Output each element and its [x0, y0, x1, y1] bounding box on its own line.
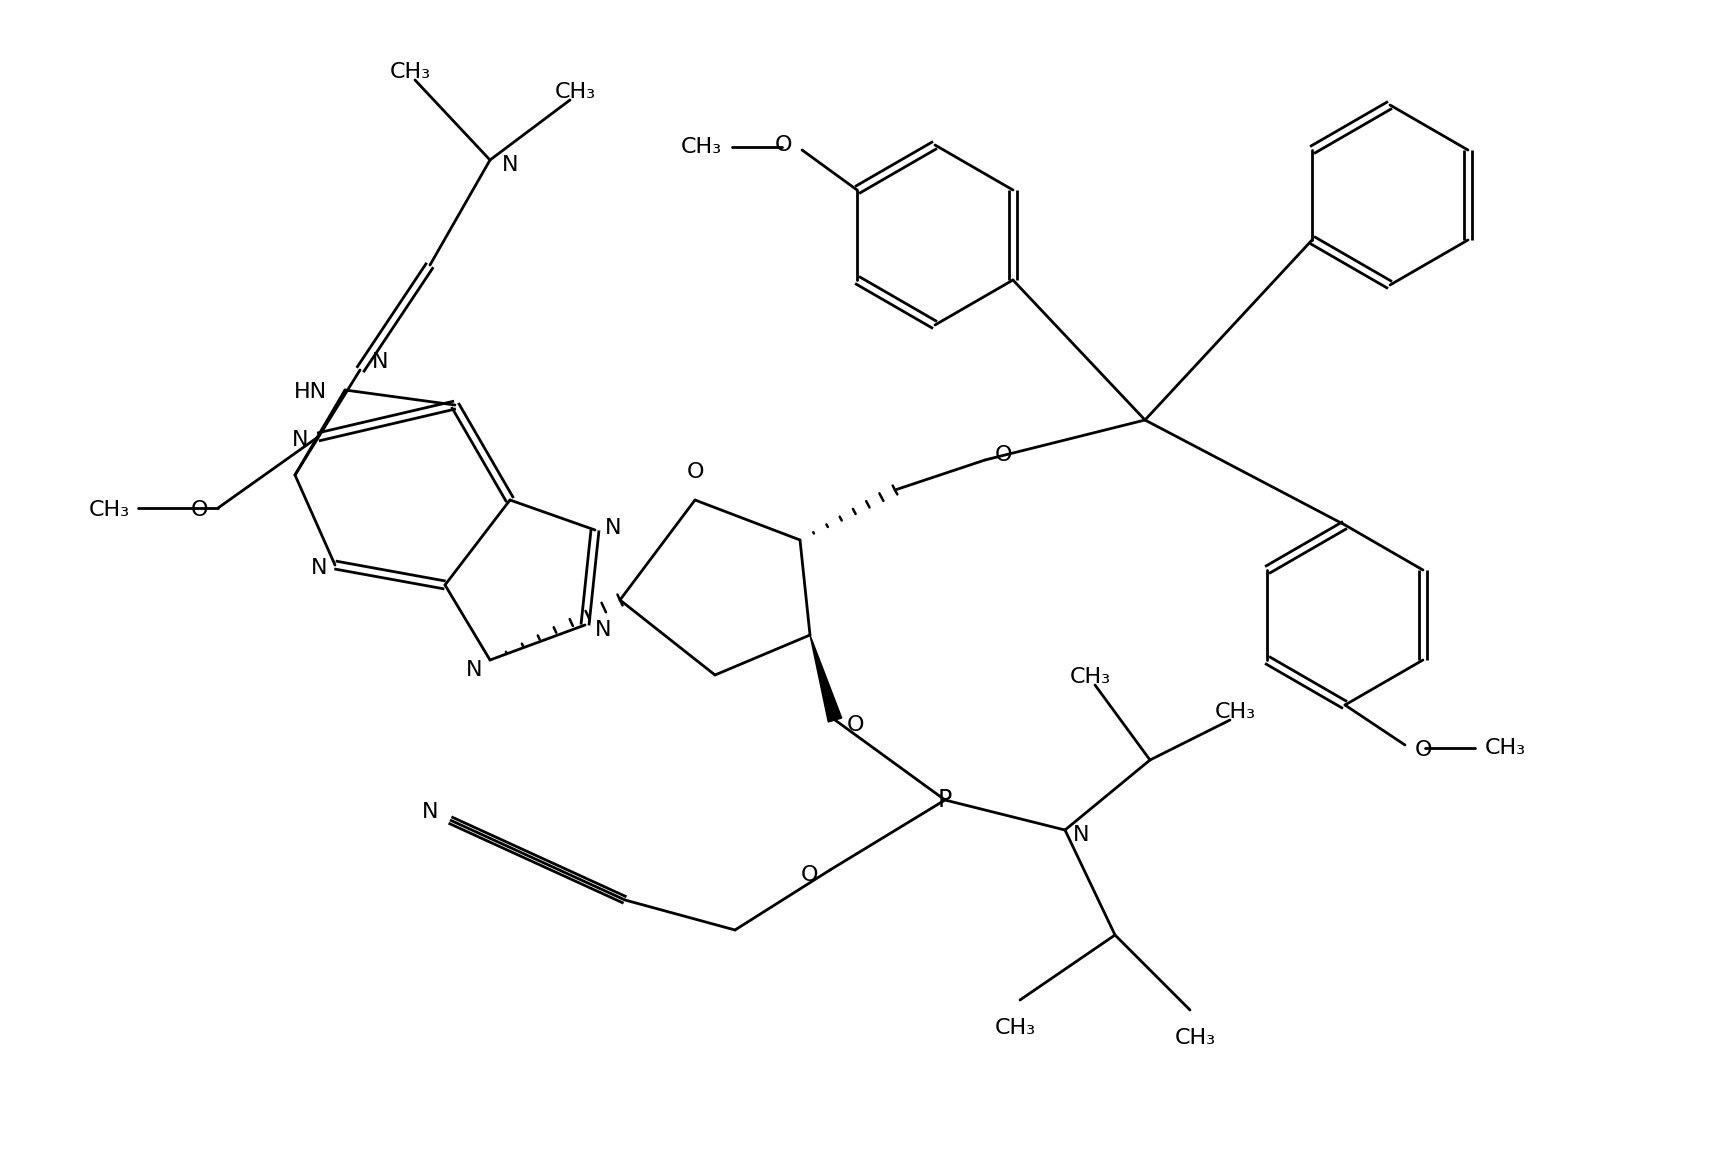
Text: O: O [190, 500, 208, 520]
Text: N: N [465, 660, 483, 680]
Text: O: O [775, 135, 792, 155]
Text: CH₃: CH₃ [995, 1018, 1036, 1038]
Text: N: N [372, 352, 389, 371]
Text: P: P [938, 788, 952, 812]
Text: O: O [687, 462, 704, 482]
Text: N: N [502, 155, 519, 175]
Text: CH₃: CH₃ [1484, 738, 1526, 758]
Text: N: N [310, 558, 327, 578]
Text: N: N [595, 620, 611, 641]
Polygon shape [810, 635, 843, 722]
Text: CH₃: CH₃ [1175, 1028, 1216, 1048]
Text: CH₃: CH₃ [1069, 667, 1111, 687]
Text: CH₃: CH₃ [1214, 702, 1256, 722]
Text: O: O [801, 865, 818, 886]
Text: CH₃: CH₃ [554, 82, 595, 102]
Text: O: O [995, 445, 1012, 465]
Text: O: O [848, 715, 865, 735]
Text: O: O [1415, 739, 1432, 760]
Text: CH₃: CH₃ [88, 500, 130, 520]
Text: N: N [291, 430, 308, 450]
Text: N: N [422, 802, 438, 822]
Text: N: N [1073, 825, 1090, 845]
Text: N: N [606, 518, 621, 538]
Text: CH₃: CH₃ [389, 62, 431, 82]
Text: CH₃: CH₃ [682, 137, 721, 158]
Text: HN: HN [294, 382, 327, 402]
